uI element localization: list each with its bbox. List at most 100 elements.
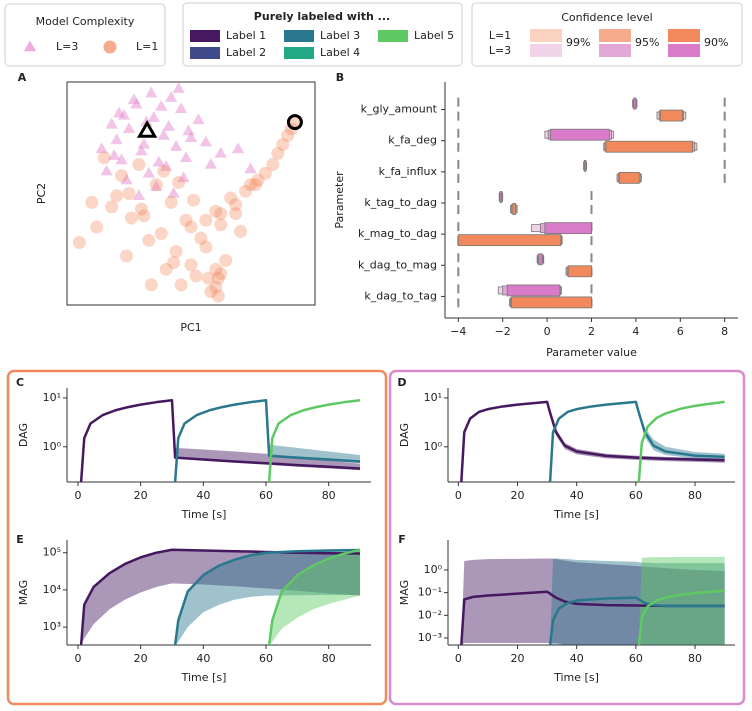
scatter-point bbox=[100, 164, 113, 176]
x-tick-label: 2 bbox=[588, 325, 595, 338]
legend-swatch bbox=[530, 44, 562, 57]
scatter-point bbox=[137, 137, 151, 149]
highlight-marker bbox=[136, 120, 158, 138]
scatter-point bbox=[120, 249, 134, 263]
legend-label: L=3 bbox=[56, 40, 78, 53]
legend-marker bbox=[103, 40, 117, 54]
panel-label: E bbox=[16, 533, 24, 546]
scatter-point bbox=[204, 158, 218, 169]
scatter-point bbox=[234, 224, 248, 238]
y-tick-label: k_fa_deg bbox=[388, 134, 437, 147]
scatter-point bbox=[179, 151, 193, 163]
y-tick-label: 10⁰ bbox=[424, 440, 443, 453]
scatter-point bbox=[164, 195, 178, 209]
x-tick-label: −4 bbox=[450, 325, 466, 338]
x-axis-label: Time [s] bbox=[553, 508, 599, 521]
confidence-band bbox=[550, 558, 725, 645]
scatter-point bbox=[214, 218, 228, 232]
scatter-point bbox=[95, 142, 108, 154]
confidence-band bbox=[461, 558, 725, 645]
y-tick-label: 10³ bbox=[43, 620, 61, 633]
legend-swatch bbox=[530, 29, 562, 42]
x-axis-label: Time [s] bbox=[553, 671, 599, 684]
y-axis-label: DAG bbox=[17, 423, 30, 447]
scatter-point bbox=[172, 82, 185, 93]
legend-label: L=1 bbox=[136, 40, 158, 53]
legend-swatch bbox=[668, 44, 700, 57]
line bbox=[548, 400, 725, 483]
plot-frame bbox=[66, 81, 316, 306]
legend-label: Label 5 bbox=[414, 29, 454, 42]
y-tick-label: 10⁴ bbox=[43, 583, 62, 596]
legend-label: 90% bbox=[704, 36, 728, 49]
line bbox=[460, 400, 725, 483]
x-tick-label: 60 bbox=[629, 489, 643, 502]
scatter-point bbox=[140, 115, 153, 127]
scatter-point bbox=[167, 187, 180, 198]
x-tick-label: −2 bbox=[495, 325, 511, 338]
confidence-band bbox=[550, 401, 725, 482]
x-tick-label: 20 bbox=[134, 489, 148, 502]
x-tick-label: 0 bbox=[455, 489, 462, 502]
x-axis-label: Time [s] bbox=[181, 508, 227, 521]
panel-frame bbox=[6, 369, 388, 706]
scatter-point bbox=[142, 233, 156, 247]
scatter-point bbox=[231, 142, 245, 154]
scatter-point bbox=[201, 271, 215, 285]
scatter-point bbox=[244, 162, 257, 174]
x-axis-label: Time [s] bbox=[181, 671, 227, 684]
legend-swatch bbox=[599, 29, 631, 42]
y-axis-label: MAG bbox=[398, 580, 411, 605]
confidence-band bbox=[269, 549, 361, 645]
legend-label: Label 2 bbox=[226, 46, 266, 59]
y-tick-label: k_tag_to_dag bbox=[364, 196, 437, 209]
confidence-band bbox=[81, 399, 361, 482]
x-axis-label: PC1 bbox=[180, 321, 201, 334]
confidence-interval bbox=[457, 234, 562, 247]
x-tick-label: 4 bbox=[632, 325, 639, 338]
scatter-point bbox=[194, 231, 208, 245]
confidence-interval bbox=[499, 191, 503, 203]
scatter-point bbox=[157, 129, 170, 140]
scatter-point bbox=[271, 146, 285, 160]
confidence-band bbox=[638, 556, 725, 645]
y-tick-label: 10¹ bbox=[424, 391, 442, 404]
legend-label: 99% bbox=[566, 36, 590, 49]
legend-swatch bbox=[284, 47, 314, 59]
scatter-point bbox=[258, 166, 272, 180]
scatter-point bbox=[229, 198, 243, 212]
scatter-point bbox=[251, 173, 265, 187]
legend-label: 95% bbox=[635, 36, 659, 49]
y-tick-label: k_gly_amount bbox=[361, 103, 438, 116]
y-tick-label: k_fa_influx bbox=[379, 165, 438, 178]
legend-swatch bbox=[190, 47, 220, 59]
y-axis-label: DAG bbox=[398, 423, 411, 447]
legend-label: Label 1 bbox=[226, 29, 266, 42]
legend-box bbox=[182, 2, 463, 67]
scatter-point bbox=[160, 160, 173, 171]
scatter-point bbox=[214, 207, 228, 221]
scatter-point bbox=[134, 202, 148, 216]
confidence-interval bbox=[659, 109, 683, 122]
x-tick-label: 60 bbox=[629, 652, 643, 665]
x-tick-label: 80 bbox=[688, 652, 702, 665]
x-tick-label: 40 bbox=[570, 489, 584, 502]
scatter-point bbox=[142, 166, 156, 178]
x-tick-label: 80 bbox=[322, 489, 336, 502]
scatter-point bbox=[224, 191, 238, 205]
line bbox=[637, 400, 725, 483]
scatter-point bbox=[155, 100, 168, 111]
legend-label: L=3 bbox=[489, 44, 511, 57]
confidence-interval bbox=[512, 203, 516, 215]
scatter-point bbox=[105, 200, 119, 214]
scatter-point bbox=[174, 102, 188, 113]
scatter-point bbox=[167, 256, 181, 270]
highlight-marker bbox=[286, 114, 303, 131]
scatter-point bbox=[135, 144, 148, 156]
scatter-point bbox=[266, 158, 280, 172]
scatter-point bbox=[209, 204, 223, 218]
legend-swatch bbox=[284, 30, 314, 42]
y-axis-label: MAG bbox=[17, 580, 30, 605]
line bbox=[173, 398, 361, 483]
legend-swatch bbox=[668, 29, 700, 42]
